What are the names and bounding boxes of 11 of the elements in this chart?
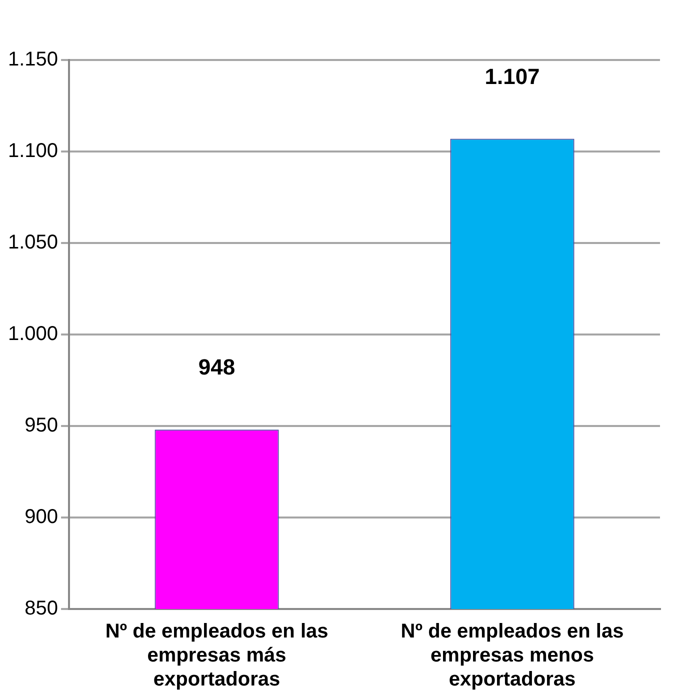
data-label: 1.107 [484, 64, 540, 89]
x-tick-label: Nº de empleados en las empresas más exportadoras [105, 620, 328, 691]
y-tick-label: 900 [24, 506, 58, 528]
y-tick-label: 1.050 [8, 232, 58, 254]
y-tick-label: 850 [24, 598, 58, 620]
data-label: 948 [198, 354, 236, 380]
y-tick-label: 1.000 [8, 323, 58, 346]
y-tick-label: 1.100 [8, 140, 58, 162]
x-tick-label: Nº de empleados en las empresas menos exportadoras [400, 620, 624, 691]
y-tick-label: 950 [24, 414, 58, 437]
y-tick-label: 1.150 [8, 48, 58, 71]
